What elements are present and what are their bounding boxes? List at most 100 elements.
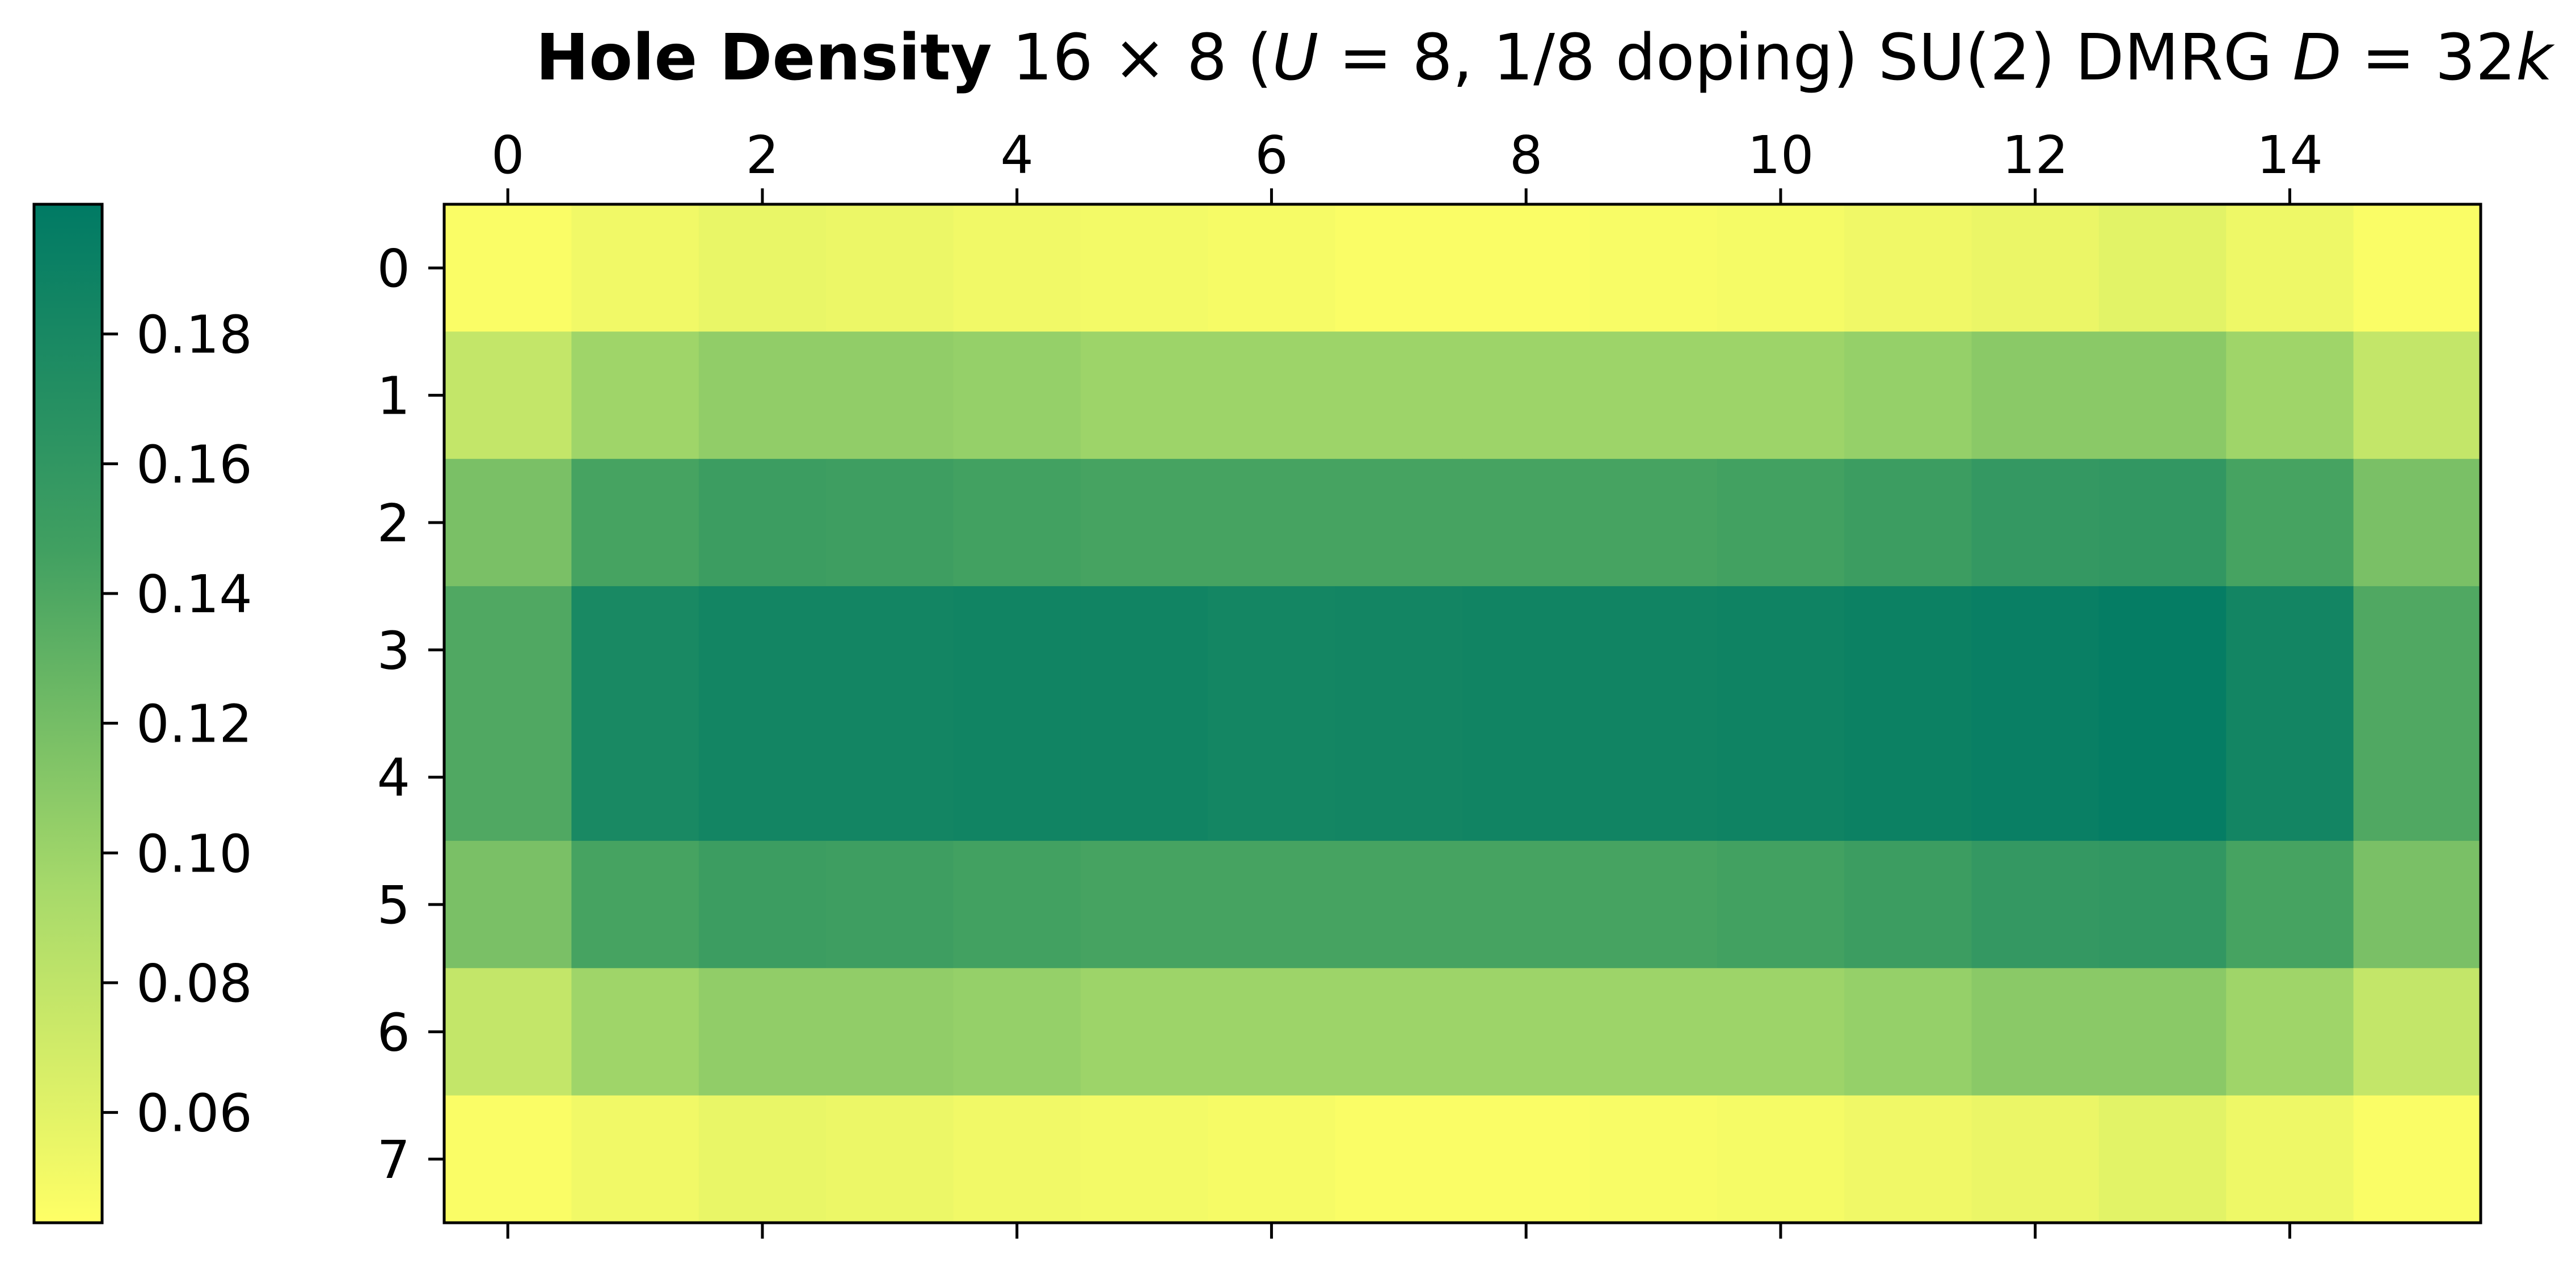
heatmap-cell — [2098, 458, 2227, 587]
chart-title: Hole Density 16 × 8 (U = 8, 1/8 doping) … — [536, 21, 2555, 95]
x-tick-label: 14 — [2257, 125, 2323, 186]
heatmap-cell — [2353, 204, 2481, 332]
heatmap-cell — [2098, 968, 2227, 1096]
heatmap-cell — [2353, 458, 2481, 587]
heatmap-cell — [1080, 840, 1208, 969]
heatmap-cell — [953, 204, 1081, 332]
x-tick-label: 10 — [1747, 125, 1814, 186]
heatmap-cell — [571, 586, 699, 714]
heatmap-cell — [1590, 840, 1718, 969]
chart-title-part: k — [2516, 21, 2555, 95]
heatmap-cell — [2098, 840, 2227, 969]
heatmap-cell — [1080, 968, 1208, 1096]
y-axis: 0 1 2 3 4 5 6 7 — [377, 238, 444, 1190]
colorbar-tick-label: 0.18 — [136, 305, 252, 365]
heatmap-cell — [2098, 204, 2227, 332]
heatmap-cell — [1844, 204, 1972, 332]
heatmap-cell — [2226, 840, 2354, 969]
heatmap-cell — [2226, 968, 2354, 1096]
x-tick-label: 4 — [1000, 125, 1034, 186]
heatmap-cell — [1335, 840, 1463, 969]
heatmap-cell — [826, 204, 954, 332]
heatmap-cell — [1971, 1095, 2099, 1223]
colorbar-axis: 0.06 0.08 0.10 0.12 0.14 0.16 0.18 — [102, 305, 252, 1144]
y-tick-label: 3 — [377, 620, 410, 681]
heatmap-cell — [1590, 204, 1718, 332]
heatmap-cell — [2353, 713, 2481, 841]
heatmap-cell — [444, 331, 572, 460]
heatmap-cell — [1208, 713, 1336, 841]
heatmap-cell — [2098, 713, 2227, 841]
heatmap-cell — [1971, 968, 2099, 1096]
heatmap-cell — [444, 968, 572, 1096]
heatmap-cell — [1844, 840, 1972, 969]
heatmap-cell — [2226, 331, 2354, 460]
heatmap-cell — [1590, 1095, 1718, 1223]
heatmap-cell — [1717, 586, 1845, 714]
heatmap-cell — [444, 840, 572, 969]
heatmap-cell — [1462, 968, 1590, 1096]
heatmap-cell — [444, 713, 572, 841]
heatmap-cell — [1208, 968, 1336, 1096]
x-axis-bottom — [506, 1223, 2291, 1239]
heatmap-cell — [2353, 840, 2481, 969]
heatmap-cell — [1080, 204, 1208, 332]
heatmap-cell — [2098, 586, 2227, 714]
heatmap-cell — [1971, 713, 2099, 841]
heatmap-cell — [1208, 458, 1336, 587]
x-tick-label: 6 — [1255, 125, 1288, 186]
heatmap-cell — [2226, 713, 2354, 841]
heatmap-cell — [1335, 1095, 1463, 1223]
heatmap-cell — [1208, 1095, 1336, 1223]
heatmap-cell — [698, 586, 827, 714]
heatmap-cell — [2226, 586, 2354, 714]
chart-title-part: U — [1272, 21, 1318, 95]
heatmap-cell — [444, 458, 572, 587]
heatmap-cell — [571, 713, 699, 841]
x-tick-label: 8 — [1510, 125, 1543, 186]
chart-title-part: = 8, 1/8 doping) SU(2) DMRG — [1318, 21, 2292, 95]
heatmap-cell — [1080, 331, 1208, 460]
heatmap-cell — [826, 968, 954, 1096]
colorbar-tick-label: 0.06 — [136, 1083, 252, 1144]
heatmap-cells — [444, 204, 2481, 1223]
heatmap-cell — [1844, 458, 1972, 587]
heatmap-cell — [1717, 713, 1845, 841]
heatmap-cell — [1462, 586, 1590, 714]
colorbar-tick-label: 0.10 — [136, 823, 252, 884]
chart-title-part: = 32 — [2342, 21, 2516, 95]
heatmap-cell — [1717, 331, 1845, 460]
colorbar — [32, 203, 104, 1224]
heatmap-cell — [1080, 586, 1208, 714]
heatmap-cell — [953, 713, 1081, 841]
heatmap-cell — [2098, 331, 2227, 460]
heatmap-cell — [1844, 1095, 1972, 1223]
heatmap-cell — [953, 586, 1081, 714]
heatmap-cell — [444, 586, 572, 714]
heatmap-cell — [1844, 713, 1972, 841]
heatmap-cell — [1717, 1095, 1845, 1223]
y-tick-label: 5 — [377, 875, 410, 936]
heatmap-cell — [826, 331, 954, 460]
heatmap-cell — [1717, 458, 1845, 587]
heatmap-cell — [1335, 331, 1463, 460]
heatmap-cell — [953, 331, 1081, 460]
y-tick-label: 6 — [377, 1002, 410, 1063]
heatmap-cell — [1844, 331, 1972, 460]
heatmap-cell — [2226, 458, 2354, 587]
heatmap-cell — [1590, 586, 1718, 714]
heatmap-cell — [1208, 204, 1336, 332]
heatmap-cell — [1971, 331, 2099, 460]
heatmap-cell — [1590, 713, 1718, 841]
x-tick-label: 12 — [2002, 125, 2068, 186]
heatmap-cell — [826, 1095, 954, 1223]
heatmap-cell — [444, 204, 572, 332]
heatmap-cell — [826, 586, 954, 714]
heatmap-cell — [953, 968, 1081, 1096]
heatmap-cell — [1971, 204, 2099, 332]
heatmap-cell — [953, 840, 1081, 969]
heatmap-cell — [1462, 331, 1590, 460]
chart-title-part: 16 × 8 ( — [992, 21, 1272, 95]
heatmap-cell — [1462, 840, 1590, 969]
